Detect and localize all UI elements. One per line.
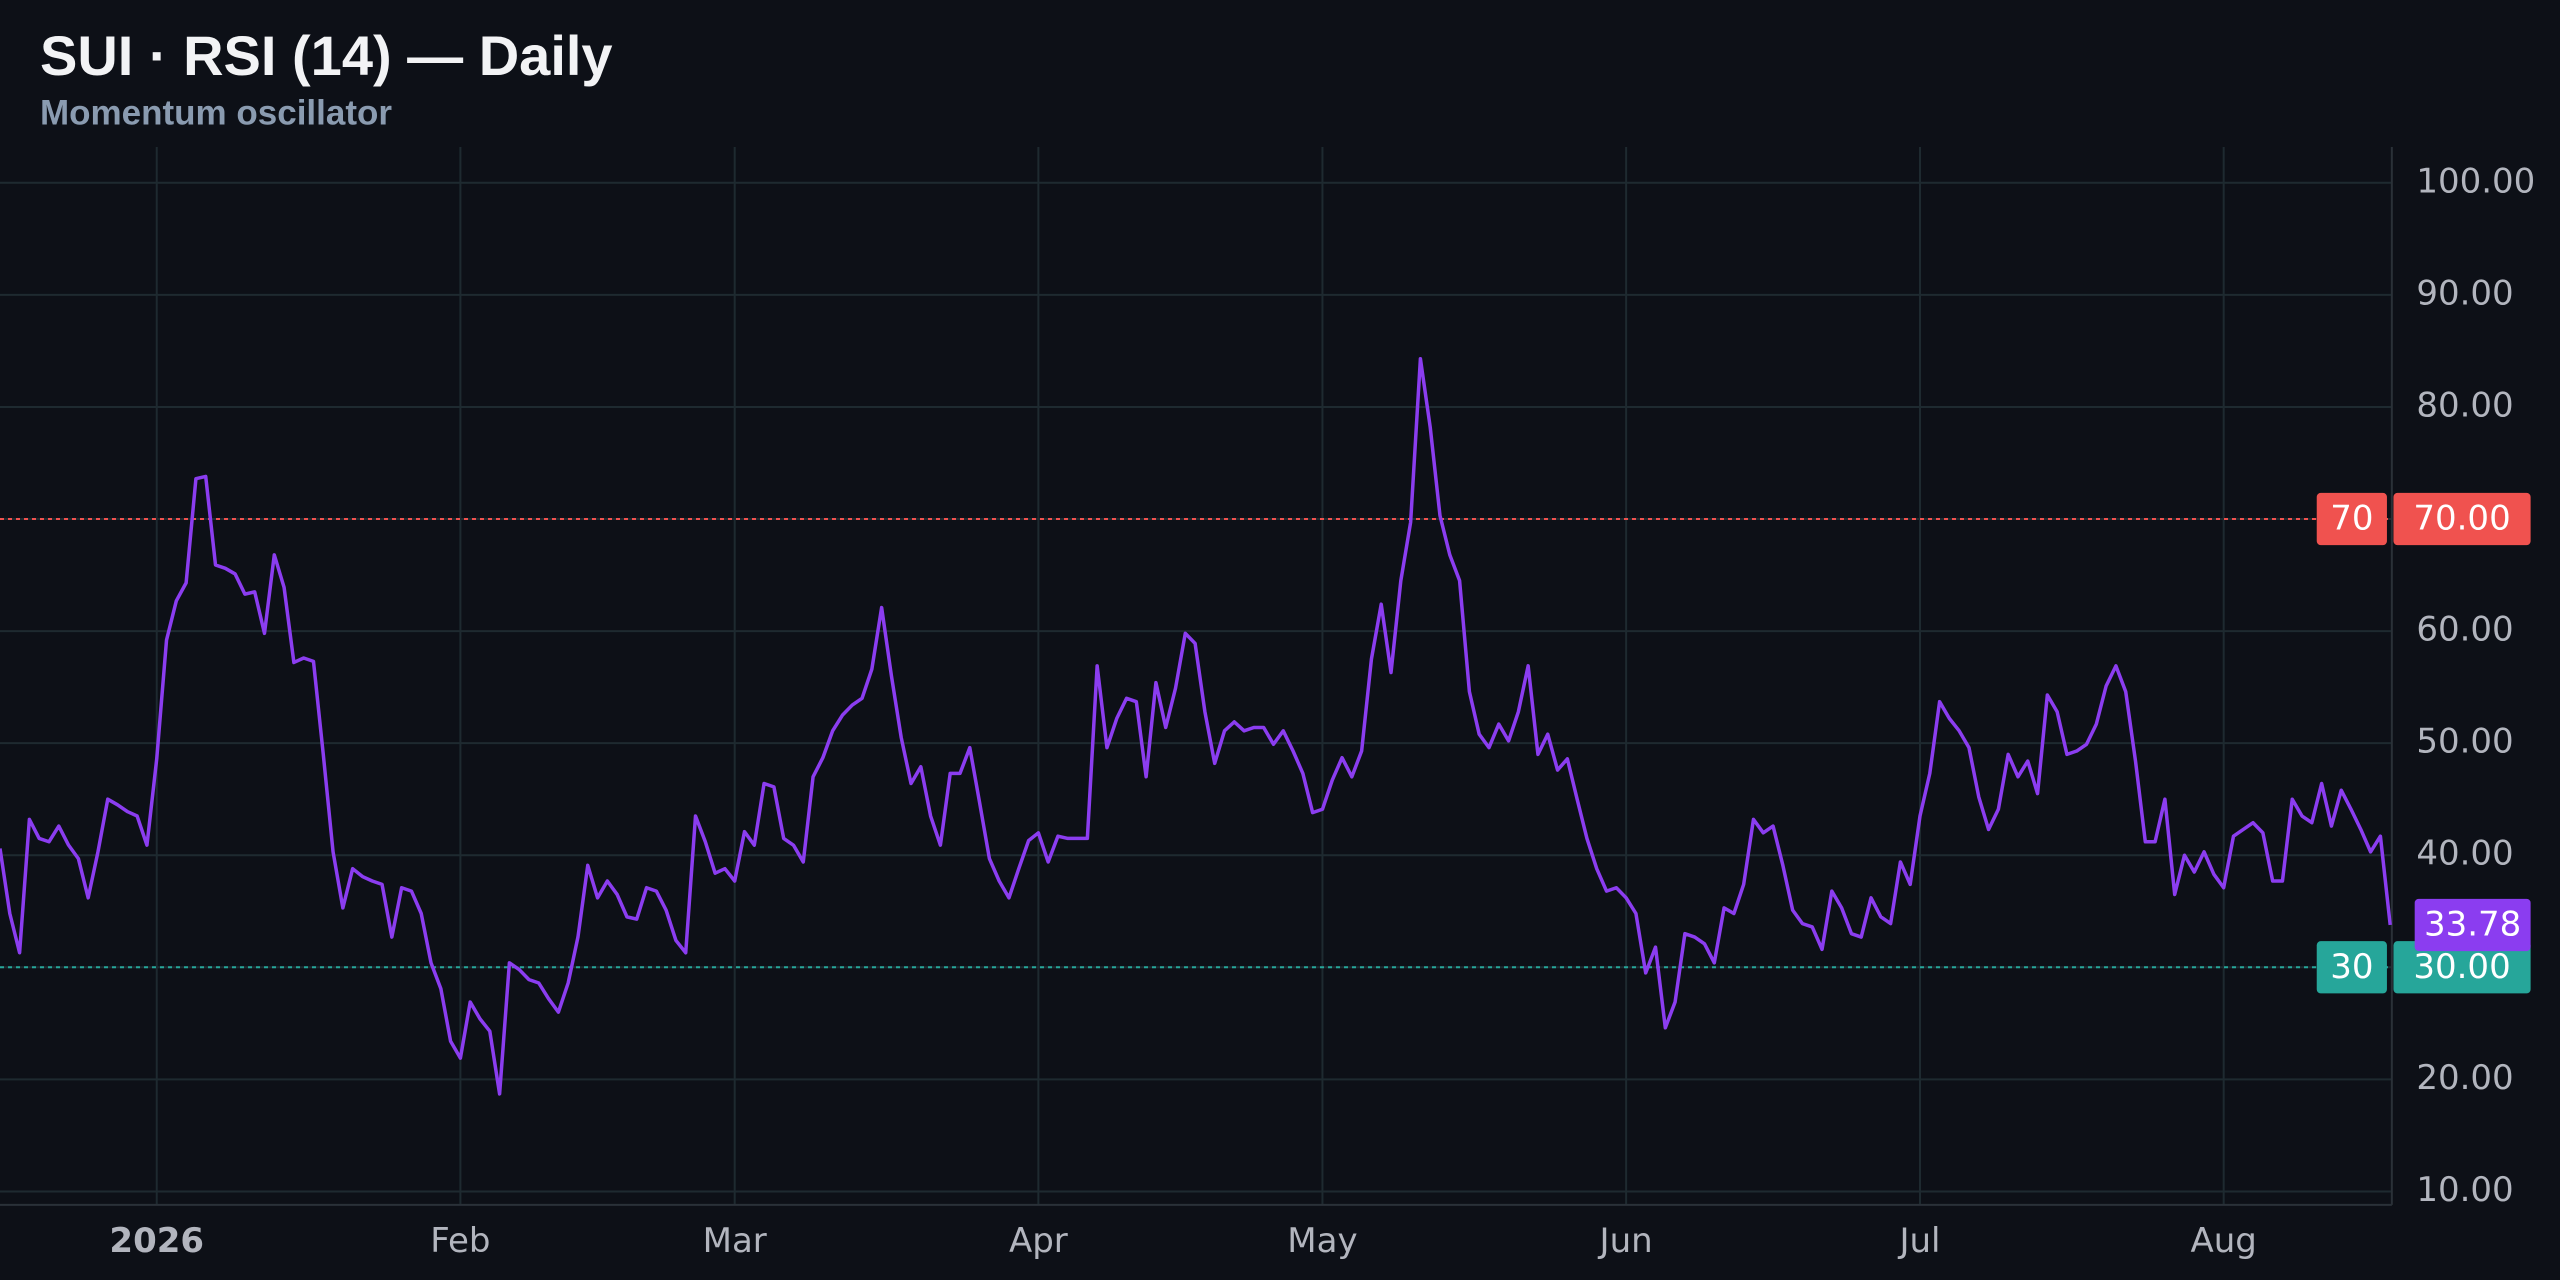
x-tick-label: Mar <box>703 1221 767 1261</box>
y-tick-label: 80.00 <box>2416 385 2513 425</box>
reference-tag <box>2316 941 2387 994</box>
x-tick-label: Feb <box>430 1221 490 1261</box>
chart-subtitle: Momentum oscillator <box>40 93 392 132</box>
reference-label: 70 <box>2330 499 2373 539</box>
x-tick-label: Apr <box>1009 1221 1068 1261</box>
reference-label: 30 <box>2330 947 2373 987</box>
y-tick-label: 50.00 <box>2416 722 2513 762</box>
y-tick-label: 100.00 <box>2416 161 2535 201</box>
y-tick-label: 20.00 <box>2416 1058 2513 1098</box>
rsi-line <box>0 357 2392 1096</box>
last-value-tag <box>2414 898 2531 952</box>
x-tick-label: Jul <box>1897 1221 1940 1261</box>
x-tick-label: Jun <box>1598 1221 1653 1261</box>
x-tick-label: 2026 <box>109 1221 204 1261</box>
y-tick-label: 90.00 <box>2416 273 2513 313</box>
chart-title: SUI · RSI (14) — Daily <box>40 24 613 87</box>
reference-tag <box>2316 492 2387 546</box>
y-tick-label: 10.00 <box>2416 1170 2513 1210</box>
y-tick-label: 40.00 <box>2416 834 2513 874</box>
last-value-label: 33.78 <box>2424 904 2521 944</box>
axis-tag-label: 30.00 <box>2413 947 2510 987</box>
x-tick-label: May <box>1287 1221 1357 1261</box>
y-tick-label: 60.00 <box>2416 610 2513 650</box>
axis-tag <box>2393 492 2531 546</box>
axis-tag-label: 70.00 <box>2413 499 2510 539</box>
x-tick-label: Aug <box>2190 1221 2256 1261</box>
axis-tag <box>2393 941 2531 994</box>
